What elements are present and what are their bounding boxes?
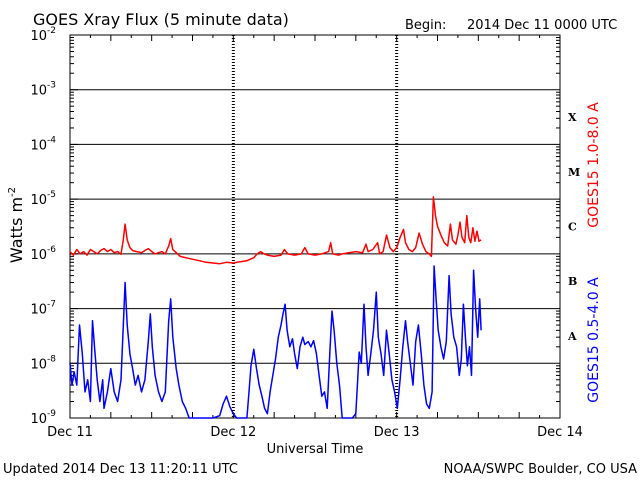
- legend-series-1: GOES15 1.0-8.0 A: [586, 102, 602, 228]
- y-axis-label-text: Watts m: [7, 197, 26, 263]
- y-tick-label: 10-3: [30, 81, 56, 99]
- y-tick-label: 10-8: [30, 354, 56, 372]
- x-tick-label: Dec 12: [210, 425, 256, 440]
- y-axis-ticks: 10-2 10-3 10-4 10-5 10-6 10-7 10-8 10-9: [30, 26, 560, 427]
- begin-value: 2014 Dec 11 0000 UTC: [467, 18, 617, 33]
- x-tick-label: Dec 13: [374, 425, 420, 440]
- series-lines: [69, 196, 482, 419]
- x-axis-ticks: Dec 11 Dec 12 Dec 13 Dec 14: [47, 35, 583, 440]
- updated-timestamp: Updated 2014 Dec 13 11:20:11 UTC: [3, 462, 238, 477]
- y-tick-label: 10-2: [30, 26, 56, 44]
- y-tick-label: 10-4: [30, 135, 56, 153]
- flare-class-label: A: [567, 330, 577, 343]
- flare-class-labels: X M C B A: [567, 111, 580, 343]
- y-axis-label-sup: -2: [7, 187, 18, 197]
- y-tick-label: 10-6: [30, 245, 56, 263]
- chart-title: GOES Xray Flux (5 minute data): [33, 10, 289, 29]
- flare-class-label: X: [568, 111, 577, 124]
- series-line-2: [69, 265, 482, 419]
- y-tick-label: 10-7: [30, 300, 56, 318]
- series-line-1: [69, 196, 482, 265]
- flare-class-label: M: [568, 166, 580, 179]
- day-dividers: [231, 35, 399, 418]
- legend-series-2: GOES15 0.5-4.0 A: [586, 277, 602, 403]
- y-tick-label: 10-9: [30, 409, 56, 427]
- flare-class-label: B: [568, 275, 577, 288]
- x-tick-label: Dec 14: [537, 425, 583, 440]
- y-axis-label: Watts m-2: [7, 187, 26, 263]
- credit-text: NOAA/SWPC Boulder, CO USA: [444, 462, 637, 477]
- flare-class-label: C: [568, 221, 577, 234]
- grid-lines: [70, 89, 560, 364]
- x-axis-label: Universal Time: [267, 442, 364, 457]
- begin-label: Begin:: [405, 18, 446, 33]
- y-tick-label: 10-5: [30, 190, 56, 208]
- x-tick-label: Dec 11: [47, 425, 93, 440]
- plot-frame: [69, 34, 561, 419]
